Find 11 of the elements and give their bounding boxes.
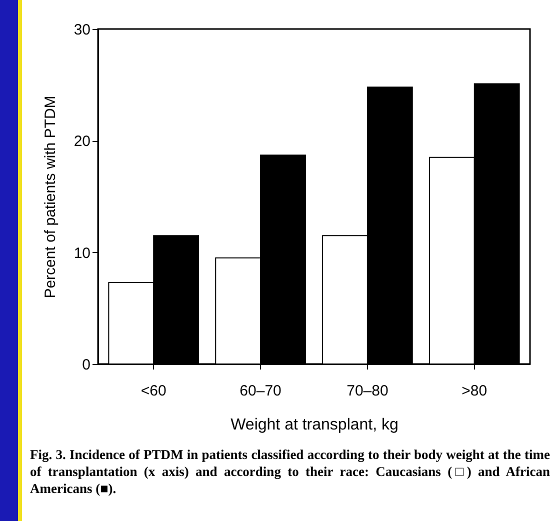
x-axis-title: Weight at transplant, kg bbox=[230, 416, 398, 434]
x-tick-label: 60–70 bbox=[240, 382, 282, 400]
caption: Fig. 3. Incidence of PTDM in patients classified according to their body weight at the time of transplantation (x axis) and according to their race: Caucasians (□) and African Americans (■). bbox=[30, 446, 550, 497]
y-tick-label: 20 bbox=[74, 133, 90, 150]
y-tick-label: 30 bbox=[74, 22, 90, 38]
x-tick-label: <60 bbox=[140, 382, 166, 400]
x-tick-label: >80 bbox=[462, 382, 488, 400]
y-tick-label: 0 bbox=[82, 356, 90, 374]
y-tick-label: 10 bbox=[74, 244, 90, 262]
x-tick-label: 70–80 bbox=[346, 382, 388, 400]
y-axis-title: Percent of patients with PTDM bbox=[42, 96, 59, 298]
